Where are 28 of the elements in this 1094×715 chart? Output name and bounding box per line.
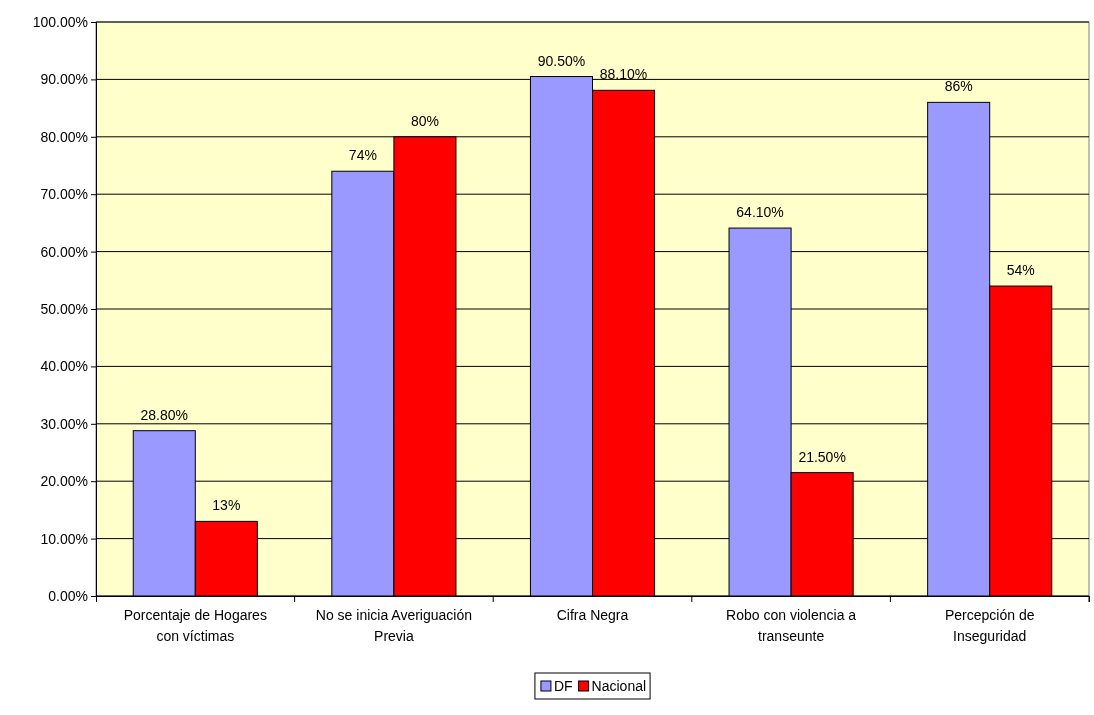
data-label: 21.50% bbox=[798, 448, 846, 465]
data-label: 80% bbox=[410, 112, 439, 129]
data-label: 13% bbox=[212, 497, 241, 514]
y-tick-label: 10.00% bbox=[40, 530, 88, 547]
legend-label: DF bbox=[553, 678, 573, 694]
x-tick-label: No se inicia Averiguación Previa bbox=[315, 607, 472, 644]
data-label: 88.10% bbox=[599, 66, 648, 83]
y-tick-label: 80.00% bbox=[40, 128, 88, 145]
x-tick-label: Percepción de Inseguridad bbox=[944, 607, 1035, 644]
x-tick-label: Porcentaje de Hogares con víctimas bbox=[123, 607, 267, 644]
data-label: 64.10% bbox=[736, 204, 784, 221]
y-tick-label: 70.00% bbox=[40, 186, 88, 203]
y-tick-label: 30.00% bbox=[40, 415, 88, 432]
y-tick-label: 90.00% bbox=[40, 71, 88, 88]
y-tick-label: 50.00% bbox=[40, 300, 88, 317]
legend-label: Nacional bbox=[591, 678, 647, 694]
data-label: 28.80% bbox=[140, 406, 189, 423]
y-tick-label: 100.00% bbox=[32, 13, 88, 30]
data-label: 90.50% bbox=[537, 52, 586, 69]
y-tick-label: 0.00% bbox=[48, 587, 88, 604]
y-tick-label: 60.00% bbox=[40, 243, 88, 260]
y-tick-label: 20.00% bbox=[40, 473, 88, 490]
y-tick-label: 40.00% bbox=[40, 358, 88, 375]
data-label: 74% bbox=[348, 147, 377, 164]
x-tick-label: Cifra Negra bbox=[556, 607, 629, 624]
data-label: 54% bbox=[1006, 262, 1035, 279]
x-tick-label: Robo con violencia a transeunte bbox=[726, 607, 857, 644]
data-label: 86% bbox=[944, 78, 973, 95]
